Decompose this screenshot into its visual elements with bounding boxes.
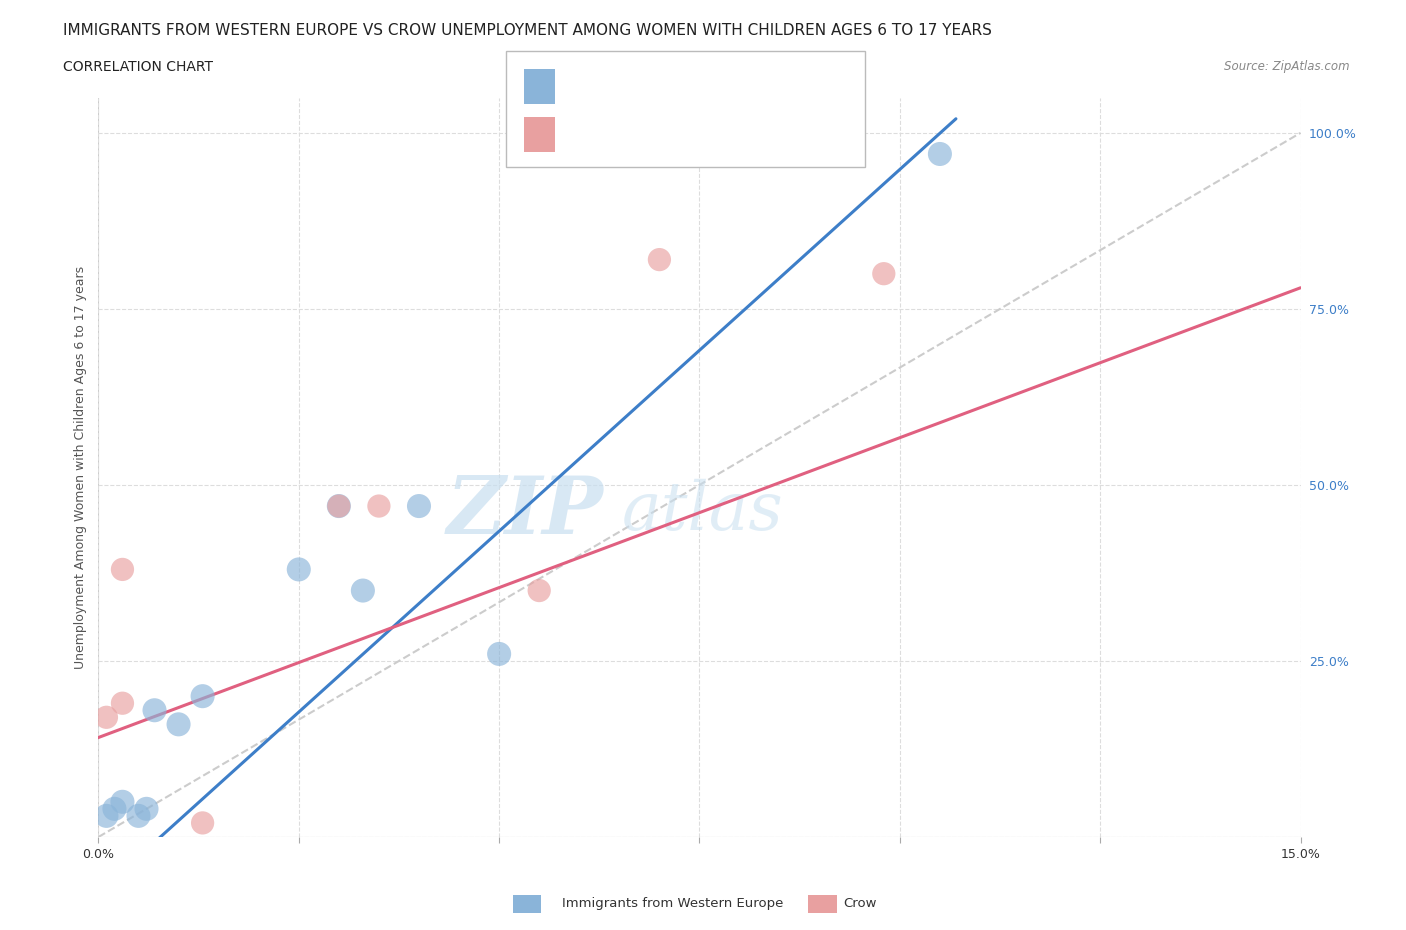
- Point: [929, 147, 952, 162]
- Text: N =: N =: [665, 76, 699, 91]
- Point: [488, 646, 510, 661]
- Text: 9: 9: [699, 125, 709, 140]
- Text: 0.911: 0.911: [598, 76, 641, 91]
- Point: [328, 498, 350, 513]
- Text: Immigrants from Western Europe: Immigrants from Western Europe: [562, 897, 783, 910]
- Point: [128, 808, 150, 823]
- Point: [408, 498, 430, 513]
- Text: atlas: atlas: [621, 479, 783, 544]
- Point: [288, 562, 311, 577]
- Y-axis label: Unemployment Among Women with Children Ages 6 to 17 years: Unemployment Among Women with Children A…: [75, 266, 87, 669]
- Text: CORRELATION CHART: CORRELATION CHART: [63, 60, 214, 74]
- Point: [873, 266, 896, 281]
- Text: 0.743: 0.743: [598, 125, 641, 140]
- Text: Source: ZipAtlas.com: Source: ZipAtlas.com: [1225, 60, 1350, 73]
- Point: [529, 583, 551, 598]
- Text: IMMIGRANTS FROM WESTERN EUROPE VS CROW UNEMPLOYMENT AMONG WOMEN WITH CHILDREN AG: IMMIGRANTS FROM WESTERN EUROPE VS CROW U…: [63, 23, 993, 38]
- Point: [191, 689, 214, 704]
- Point: [368, 498, 391, 513]
- Text: Crow: Crow: [844, 897, 877, 910]
- Point: [111, 562, 134, 577]
- Point: [111, 696, 134, 711]
- Point: [135, 802, 157, 817]
- Text: ZIP: ZIP: [447, 473, 603, 551]
- Point: [143, 703, 166, 718]
- Text: R =: R =: [564, 125, 598, 140]
- Text: N =: N =: [665, 125, 699, 140]
- Point: [328, 498, 350, 513]
- Point: [648, 252, 671, 267]
- Point: [96, 808, 118, 823]
- Point: [96, 710, 118, 724]
- Point: [191, 816, 214, 830]
- Point: [167, 717, 190, 732]
- Text: 13: 13: [699, 76, 718, 91]
- Text: R =: R =: [564, 76, 598, 91]
- Point: [111, 794, 134, 809]
- Point: [103, 802, 125, 817]
- Point: [352, 583, 374, 598]
